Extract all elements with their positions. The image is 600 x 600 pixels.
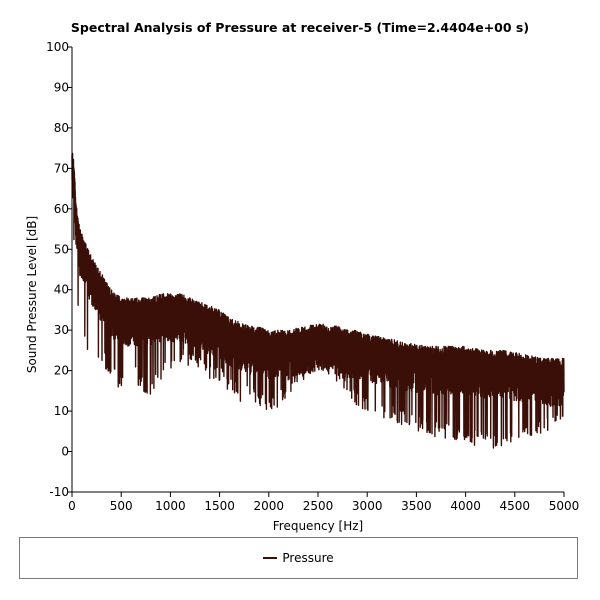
y-tick-label: 70 bbox=[54, 161, 69, 175]
x-tick-label: 1000 bbox=[155, 499, 186, 513]
x-tick-label: 2500 bbox=[303, 499, 334, 513]
y-tick-label: 10 bbox=[54, 404, 69, 418]
x-axis-ticks: 0 500 1000 1500 2000 2500 3000 3500 4000 4500 5000 bbox=[68, 492, 579, 513]
y-tick-label: 40 bbox=[54, 283, 69, 297]
x-tick-label: 5000 bbox=[549, 499, 580, 513]
x-tick-label: 4500 bbox=[500, 499, 531, 513]
x-tick-label: 3000 bbox=[352, 499, 383, 513]
series-layer bbox=[71, 152, 565, 449]
legend: Pressure bbox=[19, 537, 578, 579]
y-tick-label: 0 bbox=[61, 445, 69, 459]
x-tick-label: 500 bbox=[110, 499, 133, 513]
spectrum-chart: Spectral Analysis of Pressure at receive… bbox=[25, 20, 579, 533]
y-tick-label: 60 bbox=[54, 202, 69, 216]
x-tick-label: 3500 bbox=[401, 499, 432, 513]
chart-title: Spectral Analysis of Pressure at receive… bbox=[71, 20, 529, 35]
legend-swatch-pressure bbox=[263, 557, 278, 559]
y-axis-label: Sound Pressure Level [dB] bbox=[25, 216, 39, 373]
y-tick-label: 80 bbox=[54, 121, 69, 135]
y-tick-label: 20 bbox=[54, 364, 69, 378]
y-tick-label: -10 bbox=[49, 485, 69, 499]
x-tick-label: 1500 bbox=[204, 499, 235, 513]
y-tick-label: 50 bbox=[54, 242, 69, 256]
y-tick-label: 30 bbox=[54, 323, 69, 337]
x-tick-label: 4000 bbox=[450, 499, 481, 513]
x-tick-label: 2000 bbox=[254, 499, 285, 513]
y-tick-label: 100 bbox=[46, 40, 69, 54]
y-axis-ticks: -10 0 10 20 30 40 50 60 70 80 90 100 bbox=[46, 40, 72, 499]
x-tick-label: 0 bbox=[68, 499, 76, 513]
y-tick-label: 90 bbox=[54, 80, 69, 94]
series-line-pressure bbox=[71, 152, 565, 449]
x-axis-label: Frequency [Hz] bbox=[273, 519, 364, 533]
legend-label-pressure: Pressure bbox=[282, 551, 334, 565]
